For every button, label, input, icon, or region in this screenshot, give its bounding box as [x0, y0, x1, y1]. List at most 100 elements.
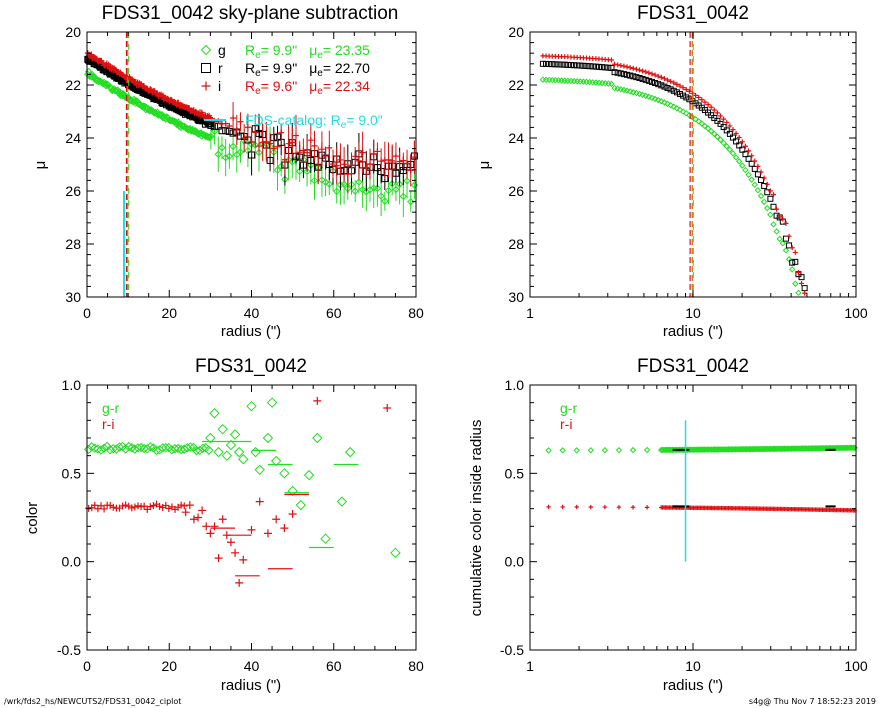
p4-ytick-label: -0.5 — [500, 642, 524, 658]
p2-point-r — [552, 61, 559, 68]
legend-mu-value: = 22.34 — [323, 78, 370, 94]
p2-ytick-label: 26 — [508, 183, 524, 199]
p2-point-i — [708, 104, 714, 110]
p2-point-r — [592, 63, 599, 70]
p2-point-r — [546, 61, 553, 68]
p1-point-g — [325, 180, 334, 188]
p2-point-i — [764, 181, 770, 187]
p3-legend-r-i: r-i — [102, 416, 114, 432]
p3-point-r-i — [202, 522, 211, 531]
p3-point-g-r — [87, 442, 97, 452]
p3-ytick-label: 0.5 — [62, 465, 82, 481]
p3-point-r-i — [288, 509, 297, 518]
p3-point-g-r — [185, 442, 196, 452]
p3-point-g-r — [111, 444, 122, 454]
p2-point-g — [770, 221, 777, 228]
p1-point-r — [207, 121, 215, 129]
p2-point-g — [723, 143, 730, 150]
p1-point-i — [233, 126, 240, 133]
p1-point-i — [263, 138, 270, 145]
p1-point-i — [147, 86, 154, 93]
panel-3: FDS31_0042 0 20 40 60 80 -0.5 0.0 0.5 1.0 radius… — [24, 356, 424, 694]
p1-legend-band: g — [218, 42, 226, 58]
p3-point-r-i — [128, 504, 136, 512]
p1-xtick-label: 60 — [326, 305, 342, 321]
p3-point-g-r — [127, 443, 137, 453]
p3-point-r-i — [122, 501, 130, 509]
p2-point-g — [673, 105, 681, 112]
p3-point-g-r — [336, 496, 348, 507]
p1-point-i — [315, 162, 322, 169]
p2-point-r — [736, 142, 743, 149]
panel-2: FDS31_0042 1 10 100 20 22 24 26 28 30 radius (")… — [476, 3, 868, 340]
p1-point-i — [385, 156, 392, 163]
p1-point-i — [322, 152, 329, 159]
p2-point-i — [761, 175, 767, 181]
p3-point-r-i — [313, 396, 322, 405]
p4-point-g-r — [643, 446, 651, 454]
p3-point-r-i — [131, 503, 139, 511]
p2-point-i — [733, 130, 739, 136]
p2-point-i — [746, 148, 752, 154]
p2-point-r — [801, 285, 808, 292]
p2-point-i — [655, 73, 661, 79]
p2-point-r — [624, 71, 631, 78]
p3-point-g-r — [287, 485, 298, 497]
legend-re-sub: e — [255, 68, 261, 79]
p1-point-i — [348, 162, 355, 169]
p2-point-i — [721, 116, 727, 122]
p2-point-g — [707, 127, 715, 135]
p3-point-r-i — [210, 522, 219, 531]
p2-point-i — [624, 64, 630, 70]
p3-point-g-r — [170, 443, 180, 454]
p2-point-r — [655, 81, 662, 88]
p3-point-r-i — [383, 403, 392, 412]
p2-point-g — [695, 118, 702, 125]
p3-point-r-i — [194, 513, 203, 522]
p3-point-r-i — [134, 502, 142, 510]
p2-point-i — [637, 67, 643, 73]
p1-point-i — [285, 140, 292, 147]
p3-point-g-r — [205, 432, 216, 444]
p2-point-r — [748, 160, 755, 167]
p2-point-g — [748, 176, 755, 183]
p2-point-r — [683, 94, 690, 101]
p2-point-g — [608, 80, 615, 88]
p2-point-r — [558, 61, 565, 68]
p1-xtick-label: 0 — [83, 305, 91, 321]
p3-point-g-r — [390, 547, 401, 559]
p1-point-i — [337, 156, 344, 163]
p2-point-r — [639, 75, 646, 82]
p2-point-g — [779, 240, 787, 247]
p1-point-g — [392, 185, 400, 194]
p2-point-i — [718, 113, 724, 119]
panel-2-marks — [539, 32, 808, 297]
p2-point-r — [608, 64, 615, 71]
panel-1-axes: 0 20 40 60 80 20 22 24 26 28 30 — [65, 24, 424, 321]
p1-point-i — [318, 146, 325, 153]
p2-point-r — [567, 62, 574, 69]
p2-point-i — [724, 119, 730, 125]
p3-point-r-i — [162, 501, 170, 509]
panel-4-legend: g-rr-i — [560, 400, 577, 432]
p1-point-i — [226, 123, 233, 130]
p1-point-g — [221, 153, 230, 162]
p1-point-i — [344, 171, 351, 178]
p2-point-i — [802, 290, 808, 296]
p2-ytick-label: 28 — [508, 236, 524, 252]
p3-point-g-r — [320, 533, 331, 544]
p2-point-r — [773, 212, 780, 219]
p2-point-g — [773, 228, 780, 235]
p3-point-g-r — [217, 423, 228, 435]
p1-point-g — [251, 141, 259, 149]
p3-point-g-r — [204, 445, 214, 455]
p2-point-r — [652, 79, 659, 86]
p1-point-g — [340, 180, 348, 188]
p4-point-r-i — [560, 504, 565, 510]
p1-point-g — [225, 152, 234, 160]
p2-point-g — [639, 91, 646, 99]
p1-point-g — [303, 167, 311, 176]
p1-xtick-label: 40 — [244, 305, 260, 321]
p4-point-r-i — [588, 504, 594, 510]
p2-point-g — [745, 171, 752, 178]
